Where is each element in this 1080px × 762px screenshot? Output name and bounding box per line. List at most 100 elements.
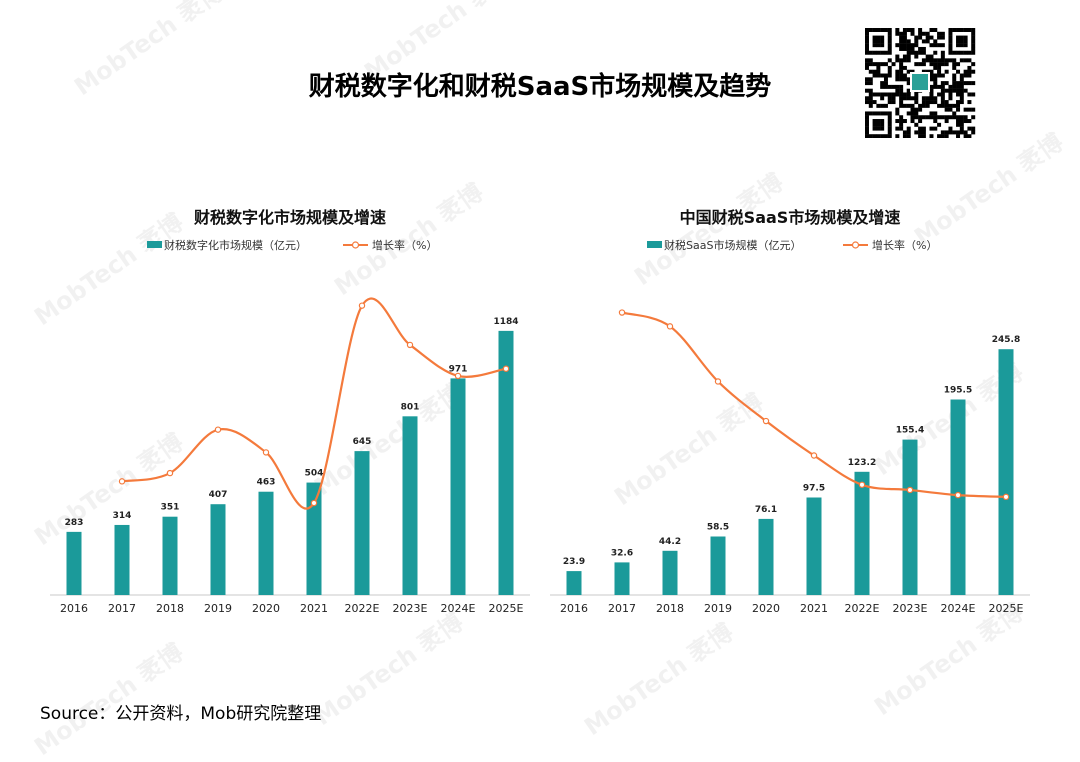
bar-value-label: 23.9 [563, 557, 585, 567]
qr-module [914, 92, 919, 97]
qr-module [929, 54, 934, 59]
x-tick-label: 2021 [300, 602, 328, 615]
qr-module [952, 84, 957, 89]
qr-module [937, 35, 942, 40]
qr-module [959, 100, 964, 105]
bar-value-label: 155.4 [896, 426, 924, 436]
qr-module [937, 65, 942, 70]
legend-bar-label: 财税SaaS市场规模（亿元） [664, 238, 801, 252]
qr-module [956, 28, 961, 32]
qr-module [967, 92, 972, 97]
qr-module [872, 111, 877, 116]
qr-module [887, 100, 892, 105]
growth-rate-point [310, 499, 318, 507]
qr-module [887, 96, 892, 101]
qr-module [918, 103, 923, 108]
qr-module [959, 122, 964, 127]
qr-module [929, 88, 934, 93]
qr-module [868, 50, 873, 55]
qr-module [880, 73, 885, 78]
bar [402, 416, 418, 595]
qr-module [872, 35, 877, 40]
qr-module [925, 39, 930, 44]
qr-module [933, 111, 938, 116]
growth-rate-point [166, 469, 174, 477]
growth-rate-point [714, 378, 722, 385]
qr-module [891, 92, 896, 97]
qr-module [895, 77, 900, 82]
legend-line-marker [851, 241, 860, 249]
x-tick-label: 2018 [656, 602, 684, 615]
qr-module [948, 107, 953, 112]
qr-module [959, 81, 964, 86]
qr-module [895, 54, 900, 59]
qr-module [910, 107, 915, 112]
x-tick-label: 2020 [752, 602, 780, 615]
qr-module [887, 122, 892, 127]
qr-module [948, 103, 953, 108]
qr-module [959, 39, 964, 44]
qr-module [880, 50, 885, 55]
qr-module [971, 107, 976, 112]
qr-module [887, 130, 892, 135]
qr-module [967, 81, 972, 86]
qr-module [956, 88, 961, 93]
qr-module [956, 35, 961, 40]
qr-module [868, 88, 873, 93]
bar-value-label: 123.2 [848, 458, 876, 468]
qr-module [895, 28, 900, 32]
bar-value-label: 971 [449, 364, 468, 374]
x-tick-label: 2023E [393, 602, 428, 615]
qr-module [914, 111, 919, 116]
qr-module [948, 88, 953, 93]
qr-module [952, 103, 957, 108]
qr-module [967, 50, 972, 55]
qr-module [914, 130, 919, 135]
qr-module [910, 28, 915, 32]
qr-module [925, 96, 930, 101]
qr-module [883, 84, 888, 89]
qr-module [956, 69, 961, 74]
qr-module [944, 58, 949, 63]
qr-module [887, 115, 892, 120]
qr-module [872, 126, 877, 131]
x-tick-label: 2022E [345, 602, 380, 615]
growth-rate-point [1002, 493, 1010, 501]
x-tick-label: 2019 [204, 602, 232, 615]
qr-module [959, 88, 964, 93]
bar [806, 497, 822, 595]
qr-module [868, 81, 873, 86]
bar [662, 550, 678, 595]
qr-module [899, 31, 904, 36]
qr-module [963, 43, 968, 48]
legend-bar-label: 财税数字化市场规模（亿元） [164, 238, 307, 252]
qr-module [971, 43, 976, 48]
qr-module [963, 134, 968, 139]
qr-module [876, 119, 881, 124]
qr-module [906, 81, 911, 86]
x-tick-label: 2024E [941, 602, 976, 615]
qr-module [929, 43, 934, 48]
qr-module [868, 134, 873, 139]
qr-module [914, 54, 919, 59]
qr-module [872, 92, 877, 97]
qr-module [906, 111, 911, 116]
qr-module [963, 50, 968, 55]
qr-module [865, 65, 869, 70]
qr-module [899, 46, 904, 51]
qr-module [937, 58, 942, 63]
qr-module [906, 130, 911, 135]
qr-module [937, 84, 942, 89]
qr-module [906, 58, 911, 63]
qr-module [883, 28, 888, 32]
bar [902, 439, 918, 595]
qr-module [952, 58, 957, 63]
x-tick-label: 2016 [60, 602, 88, 615]
bar-value-label: 314 [113, 511, 132, 521]
x-tick-label: 2017 [608, 602, 636, 615]
qr-module [910, 96, 915, 101]
qr-module [865, 39, 869, 44]
qr-module [865, 100, 869, 105]
qr-module [865, 115, 869, 120]
qr-module [910, 115, 915, 120]
